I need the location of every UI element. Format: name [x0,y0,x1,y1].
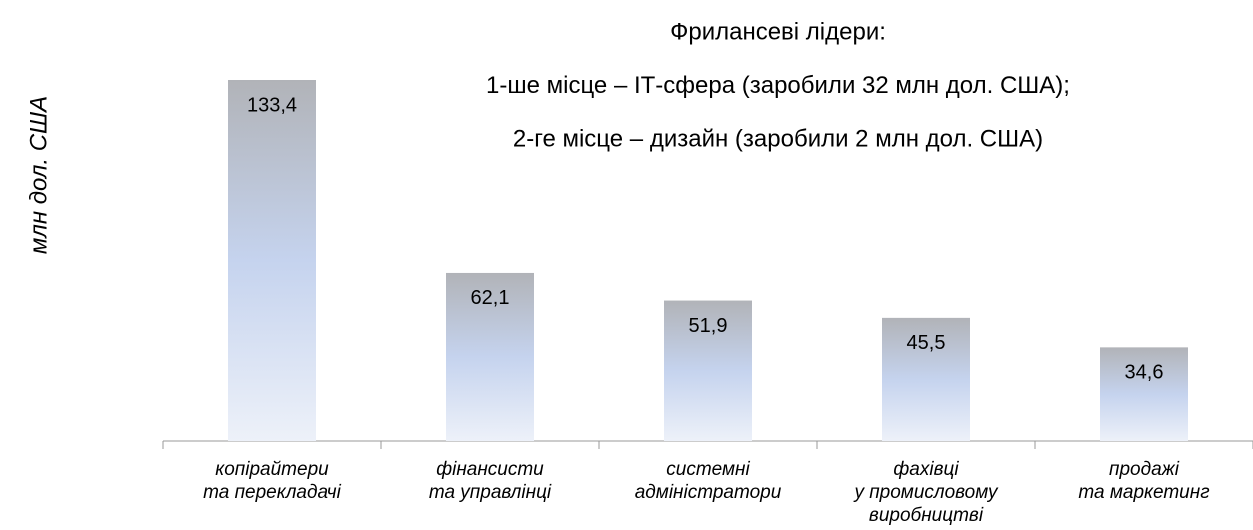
x-tick-label: та управлінці [429,482,552,503]
value-label: 45,5 [907,332,946,354]
x-tick-label: системні [666,459,750,480]
bar [1100,347,1188,441]
x-tick-label: у промисловому [852,482,999,503]
value-label: 62,1 [471,287,510,309]
value-label: 51,9 [689,315,728,337]
bar [882,317,970,441]
value-label: 133,4 [247,94,297,116]
annotation: 2-ге місце – дизайн (заробили 2 млн дол.… [513,125,1043,152]
x-tick-label: адміністратори [635,482,782,503]
bar [446,272,534,441]
x-tick-label: копірайтери [215,459,329,480]
bar [664,300,752,441]
annotation: Фрилансеві лідери: [670,18,886,45]
x-tick-label: виробництві [869,505,984,526]
x-tick-label: та маркетинг [1078,482,1209,503]
y-axis-label: млн дол. США [25,96,52,254]
value-label: 34,6 [1125,362,1164,384]
x-tick-label: фахівці [893,459,959,480]
bar [228,80,316,441]
x-tick-label: продажі [1109,459,1180,480]
x-tick-label: та перекладачі [203,482,342,503]
x-tick-label: фінансисти [436,459,544,480]
annotation: 1-ше місце – ІТ-сфера (заробили 32 млн д… [486,72,1070,99]
